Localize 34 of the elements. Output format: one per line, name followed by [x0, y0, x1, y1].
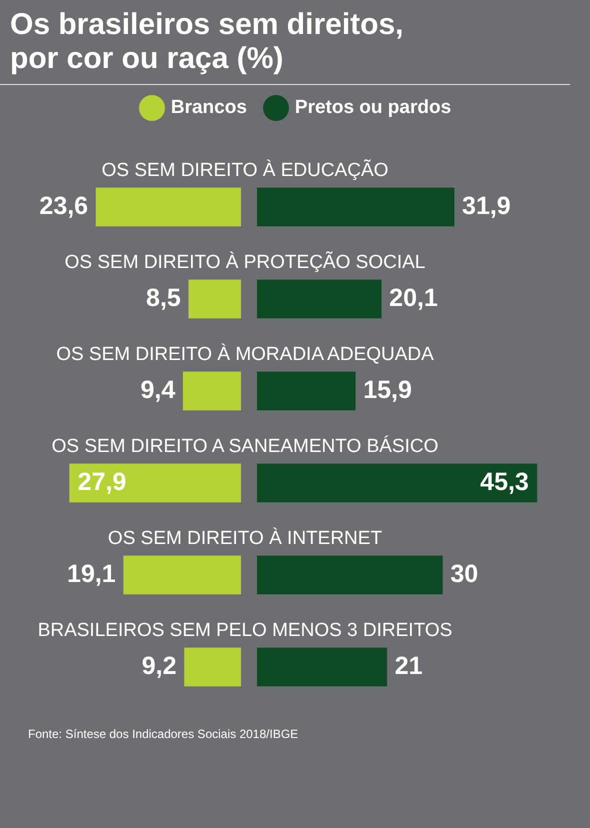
bar [257, 188, 454, 226]
source-note: Fonte: Síntese dos Indicadores Sociais 2018/IBGE [28, 727, 300, 741]
bar [257, 280, 382, 318]
bar [123, 556, 241, 594]
y-tick-label: OS SEM DIREITO À PROTEÇÃO SOCIAL [64, 252, 426, 274]
data-label: 27,9 [78, 468, 126, 496]
data-label: 45,3 [480, 468, 529, 496]
data-label: 19,1 [67, 560, 116, 588]
bar [257, 556, 443, 594]
bar [188, 280, 241, 318]
bar [96, 188, 241, 226]
bar [257, 372, 356, 410]
data-label: 31,9 [462, 192, 511, 220]
data-label: 15,9 [363, 376, 412, 404]
bar [257, 464, 538, 502]
y-tick-label: OS SEM DIREITO A SANEAMENTO BÁSICO [52, 436, 438, 458]
bar [257, 648, 388, 686]
data-label: 30 [450, 560, 478, 588]
y-tick-label: OS SEM DIREITO À EDUCAÇÃO [102, 160, 388, 182]
data-label: 21 [394, 652, 423, 680]
bar [182, 372, 241, 410]
bar [69, 464, 241, 502]
y-tick-label: OS SEM DIREITO À MORADIA ADEQUADA [56, 344, 434, 366]
data-label: 9,2 [142, 652, 177, 680]
y-tick-label: BRASILEIROS SEM PELO MENOS 3 DIREITOS [38, 620, 452, 642]
bar [184, 648, 241, 686]
data-label: 20,1 [389, 284, 438, 312]
data-label: 23,6 [39, 192, 88, 220]
y-tick-label: OS SEM DIREITO À INTERNET [108, 528, 382, 550]
data-label: 8,5 [146, 284, 181, 312]
legend-label: Pretos ou pardos [294, 97, 452, 119]
data-label: 9,4 [140, 376, 176, 404]
chart-title: Os brasileiros sem direitos, por cor ou raça (%) [0, 0, 570, 85]
legend-label: Brancos [170, 97, 247, 119]
